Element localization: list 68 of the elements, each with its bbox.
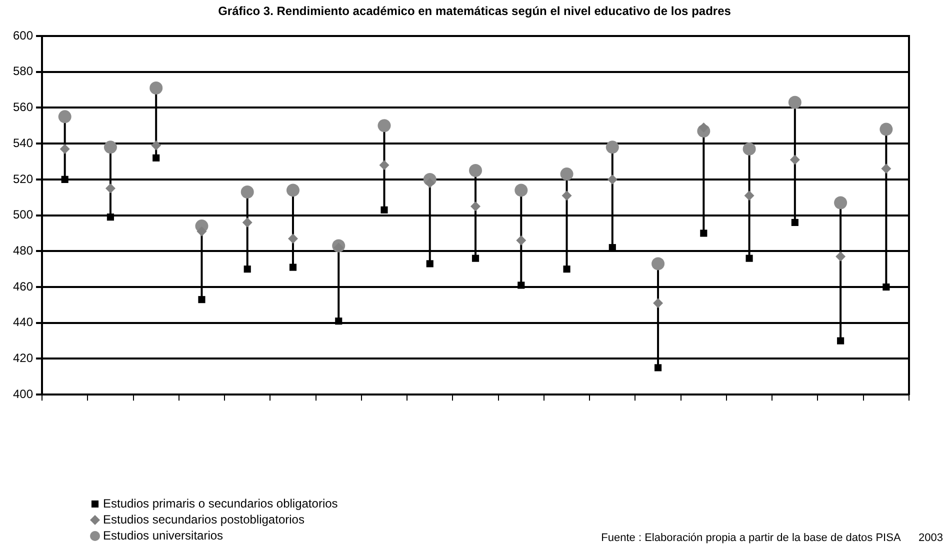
point: [289, 264, 297, 271]
point: [470, 201, 481, 212]
point: [652, 257, 665, 270]
source-note: Fuente : Elaboración propia a partir de la base de datos PISA 2003: [601, 532, 943, 544]
point: [518, 282, 525, 289]
point: [244, 266, 251, 273]
point: [58, 110, 72, 124]
point: [654, 364, 662, 372]
point: [882, 283, 890, 291]
point: [698, 122, 709, 132]
point: [151, 140, 162, 150]
point: [700, 230, 708, 237]
point: [472, 254, 480, 262]
point: [196, 226, 207, 236]
point: [880, 122, 893, 136]
y-tick-label: 500: [12, 208, 34, 222]
point: [379, 160, 390, 170]
point: [744, 190, 754, 201]
point: [380, 206, 388, 214]
point: [150, 81, 163, 94]
point: [607, 174, 618, 184]
y-tick-label: 480: [12, 243, 34, 258]
point: [836, 252, 846, 262]
y-tick-label: 580: [12, 64, 34, 78]
y-tick-label: 540: [12, 136, 34, 150]
point: [791, 218, 798, 226]
point: [240, 185, 254, 198]
point: [746, 254, 753, 262]
point: [790, 154, 800, 165]
point: [742, 142, 756, 156]
point: [198, 296, 206, 304]
legend-label: Estudios primaris o secundarios obligatorios: [103, 496, 338, 510]
point: [104, 140, 117, 154]
point: [563, 266, 570, 273]
point: [514, 184, 528, 197]
point: [516, 235, 526, 246]
y-tick-label: 600: [12, 28, 34, 42]
point: [424, 178, 435, 188]
point: [105, 183, 116, 194]
point: [562, 190, 572, 201]
point: [61, 176, 68, 183]
point: [881, 164, 892, 174]
point: [334, 242, 344, 253]
point: [469, 164, 482, 177]
point: [335, 318, 342, 325]
point: [606, 140, 619, 154]
y-tick-label: 440: [12, 315, 34, 330]
point: [286, 184, 300, 197]
y-tick-label: 420: [12, 351, 34, 366]
point: [378, 119, 391, 132]
point: [106, 214, 114, 221]
legend-label: Estudios secundarios postobligatorios: [103, 512, 304, 526]
y-tick-label: 400: [12, 386, 34, 401]
point: [242, 217, 252, 228]
point: [426, 260, 434, 268]
point: [837, 337, 844, 344]
point: [653, 298, 664, 308]
point: [560, 168, 574, 181]
point: [288, 234, 298, 244]
chart-title: Gráfico 3. Rendimiento académico en matemáticas según el nivel educativo de los padres: [217, 4, 732, 18]
point: [788, 96, 802, 109]
point: [834, 196, 848, 210]
y-tick-label: 520: [12, 172, 34, 186]
point: [152, 154, 160, 162]
point: [60, 144, 70, 154]
y-tick-label: 460: [12, 279, 34, 294]
legend-label: Estudios universitarios: [103, 528, 224, 542]
y-tick-label: 560: [12, 100, 34, 114]
